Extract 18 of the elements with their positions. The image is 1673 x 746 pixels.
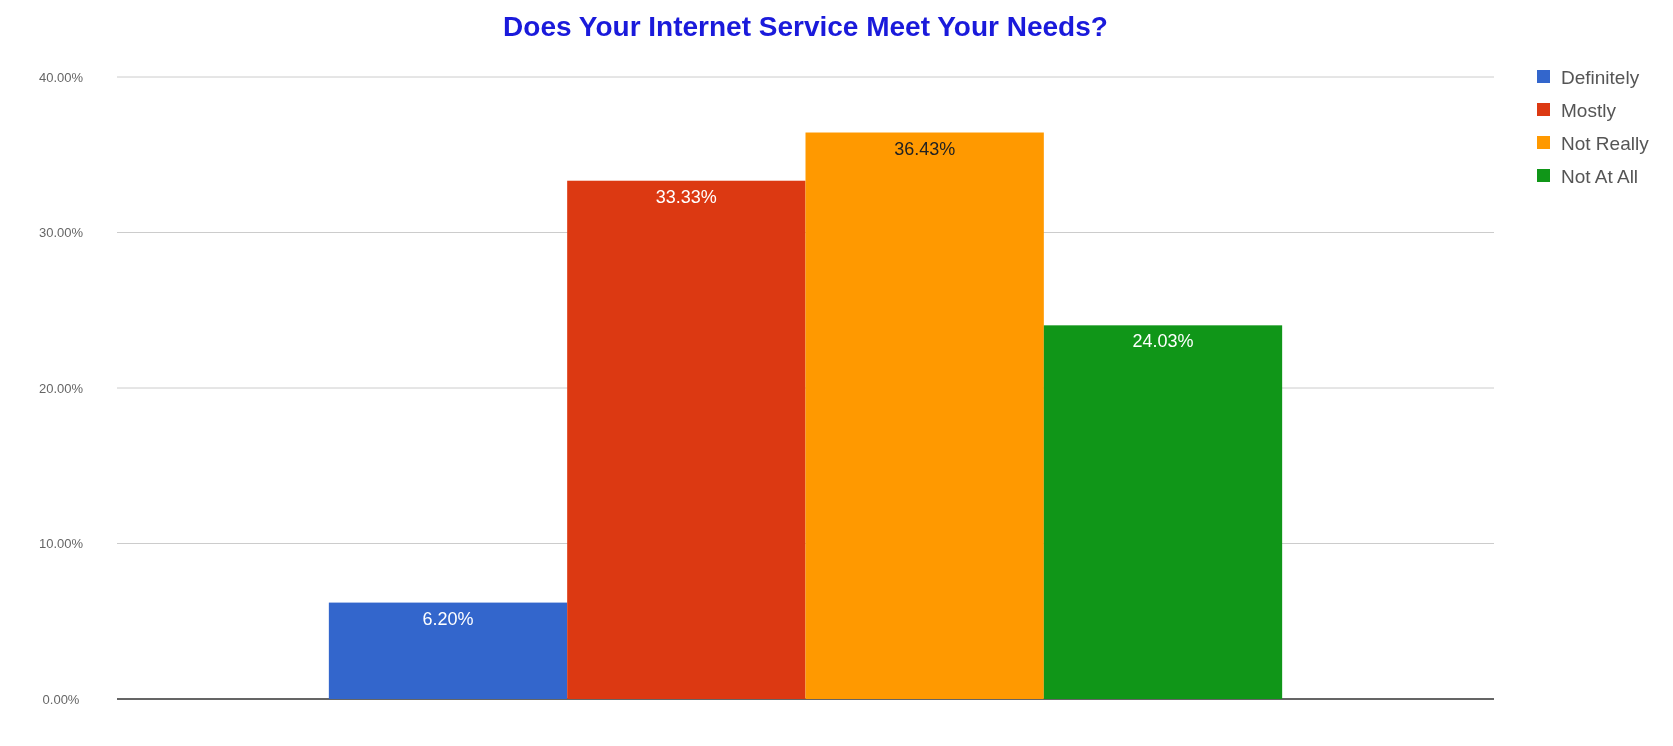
text: 36.43% — [894, 138, 956, 159]
chart-title: Does Your Internet Service Meet Your Needs? — [503, 11, 1108, 42]
y-tick-label: 0.00% — [42, 691, 80, 707]
legend-label: Definitely — [1561, 66, 1640, 88]
bar — [1043, 325, 1283, 699]
y-tick-label: 40.00% — [38, 69, 84, 85]
text: 33.33% — [655, 186, 717, 207]
y-tick-label: 30.00% — [38, 225, 84, 241]
text: 6.20% — [422, 608, 474, 629]
bar — [328, 602, 568, 699]
legend-label: Mostly — [1561, 99, 1617, 121]
legend-label: Not At All — [1561, 165, 1639, 187]
bar — [567, 180, 806, 699]
y-tick-label: 20.00% — [38, 380, 84, 396]
text: 24.03% — [1132, 331, 1194, 352]
bar — [805, 132, 1044, 699]
y-tick-label: 10.00% — [38, 536, 84, 552]
legend-label: Not Really — [1561, 132, 1650, 154]
